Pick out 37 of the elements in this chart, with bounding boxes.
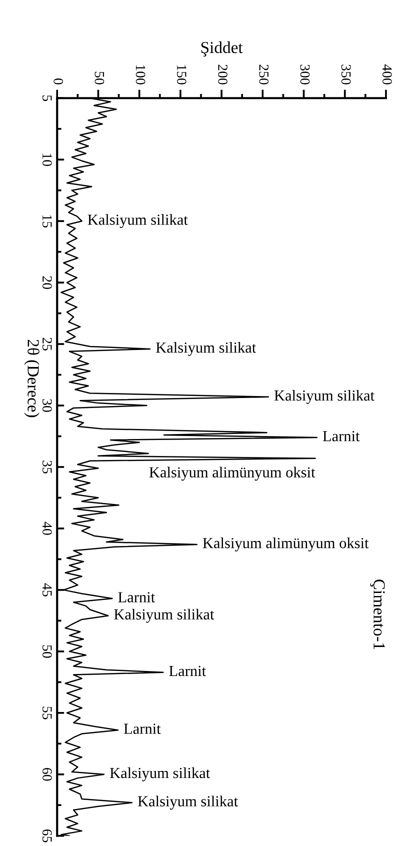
x-tick-label: 400 [382,64,392,84]
x-tick-label: 200 [218,64,228,84]
y-tick-label: 15 [42,215,52,228]
y-tick-label: 20 [42,276,52,289]
y-tick-label: 35 [42,460,52,474]
annotation: Kalsiyum silikat [114,608,214,623]
y-tick-label: 25 [42,338,52,350]
x-tick-label: 50 [94,72,104,84]
annotation: Kalsiyum silikat [110,767,210,782]
annotation: Larnit [118,592,155,602]
y-tick-label: 45 [42,583,52,596]
y-tick-label: 5 [42,95,52,102]
annotation: Larnit [169,666,206,676]
x-tick-label: 150 [176,65,186,84]
x-tick-label: 250 [259,64,269,84]
y-tick-label: 10 [42,154,52,166]
annotation: Kalsiyum silikat [88,214,188,228]
annotation: Larnit [322,431,360,442]
y-tick-label: 60 [42,768,52,781]
annotation: Larnit [124,724,161,734]
y-tick-label: 50 [42,645,52,658]
annotation: Kalsiyum silikat [156,342,256,356]
annotation: Kalsiyum alimünyum oksit [149,466,316,481]
annotation: Kalsiyum silikat [138,796,238,810]
y-axis-title: 2θ (Derece) [24,340,40,418]
x-tick-label: 350 [341,64,351,84]
x-axis-title: Şiddet [201,41,243,57]
y-tick-label: 65 [42,830,52,842]
y-tick-label: 30 [42,399,52,412]
y-tick-label: 55 [42,706,52,720]
x-tick-label: 100 [136,65,146,84]
y-tick-label: 40 [42,522,52,535]
x-tick-label: 0 [54,78,64,84]
text: Çimento-1 [370,580,385,650]
annotation: Kalsiyum silikat [274,390,374,404]
annotation: Kalsiyum alimünyum oksit [202,538,369,552]
x-tick-label: 300 [300,64,310,84]
